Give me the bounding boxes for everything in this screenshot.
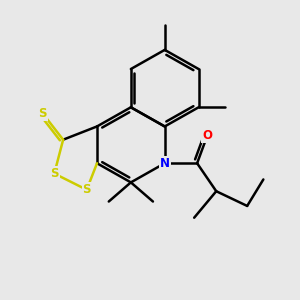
Text: N: N (160, 157, 170, 170)
Text: S: S (38, 107, 47, 120)
Text: S: S (82, 183, 91, 196)
Text: O: O (202, 129, 212, 142)
Text: S: S (50, 167, 58, 180)
